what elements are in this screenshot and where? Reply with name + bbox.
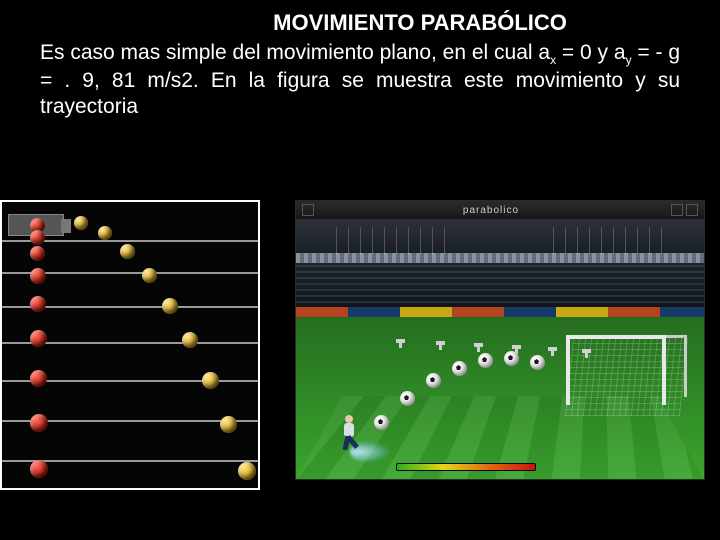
para-text-2: = 0 y a bbox=[556, 41, 625, 64]
trajectory-marker-icon bbox=[548, 347, 558, 359]
red-ball-icon bbox=[30, 230, 45, 245]
right-post-icon bbox=[662, 335, 666, 405]
trajectory-marker-icon bbox=[582, 349, 592, 361]
slide-title: MOVIMIENTO PARABÓLICO bbox=[0, 0, 720, 36]
red-ball-icon bbox=[30, 414, 48, 432]
left-post-icon bbox=[566, 335, 570, 405]
yellow-ball-icon bbox=[142, 268, 157, 283]
figures-row: parabolico bbox=[0, 200, 720, 500]
crossbar-icon bbox=[566, 335, 666, 339]
goal bbox=[566, 335, 686, 421]
menu-icon[interactable] bbox=[302, 204, 314, 216]
yellow-ball-icon bbox=[202, 372, 219, 389]
stadium-stands bbox=[296, 263, 704, 309]
window-titlebar: parabolico bbox=[296, 201, 704, 219]
yellow-ball-icon bbox=[98, 226, 112, 240]
goalpost-backright-icon bbox=[684, 335, 687, 397]
soccer-ball-icon bbox=[374, 415, 389, 430]
strobe-photo bbox=[0, 200, 260, 490]
yellow-ball-icon bbox=[74, 216, 88, 230]
yellow-ball-icon bbox=[182, 332, 198, 348]
yellow-ball-icon bbox=[238, 462, 256, 480]
pitch bbox=[296, 317, 704, 480]
slide-paragraph: Es caso mas simple del movimiento plano,… bbox=[0, 36, 720, 121]
red-ball-icon bbox=[30, 330, 47, 347]
soccer-ball-icon bbox=[426, 373, 441, 388]
stadium-scene bbox=[296, 219, 704, 480]
minimize-icon[interactable] bbox=[671, 204, 683, 216]
soccer-ball-icon bbox=[452, 361, 467, 376]
stadium-lights bbox=[296, 253, 704, 263]
close-icon[interactable] bbox=[686, 204, 698, 216]
yellow-ball-icon bbox=[120, 244, 135, 259]
power-bar[interactable] bbox=[396, 463, 536, 471]
trajectory-marker-icon bbox=[436, 341, 446, 353]
red-ball-icon bbox=[30, 296, 46, 312]
soccer-ball-icon bbox=[400, 391, 415, 406]
para-text-1: Es caso mas simple del movimiento plano,… bbox=[40, 41, 550, 64]
window-title-text: parabolico bbox=[314, 205, 668, 216]
simulation-window: parabolico bbox=[295, 200, 705, 480]
yellow-ball-icon bbox=[162, 298, 178, 314]
red-ball-icon bbox=[30, 460, 48, 478]
soccer-ball-icon bbox=[478, 353, 493, 368]
yellow-ball-icon bbox=[220, 416, 237, 433]
soccer-ball-icon bbox=[504, 351, 519, 366]
ad-boards bbox=[296, 307, 704, 317]
kicker-player-icon bbox=[334, 419, 364, 455]
red-ball-icon bbox=[30, 370, 47, 387]
red-ball-icon bbox=[30, 268, 46, 284]
soccer-ball-icon bbox=[530, 355, 545, 370]
trajectory-marker-icon bbox=[396, 339, 406, 351]
red-ball-icon bbox=[30, 246, 45, 261]
